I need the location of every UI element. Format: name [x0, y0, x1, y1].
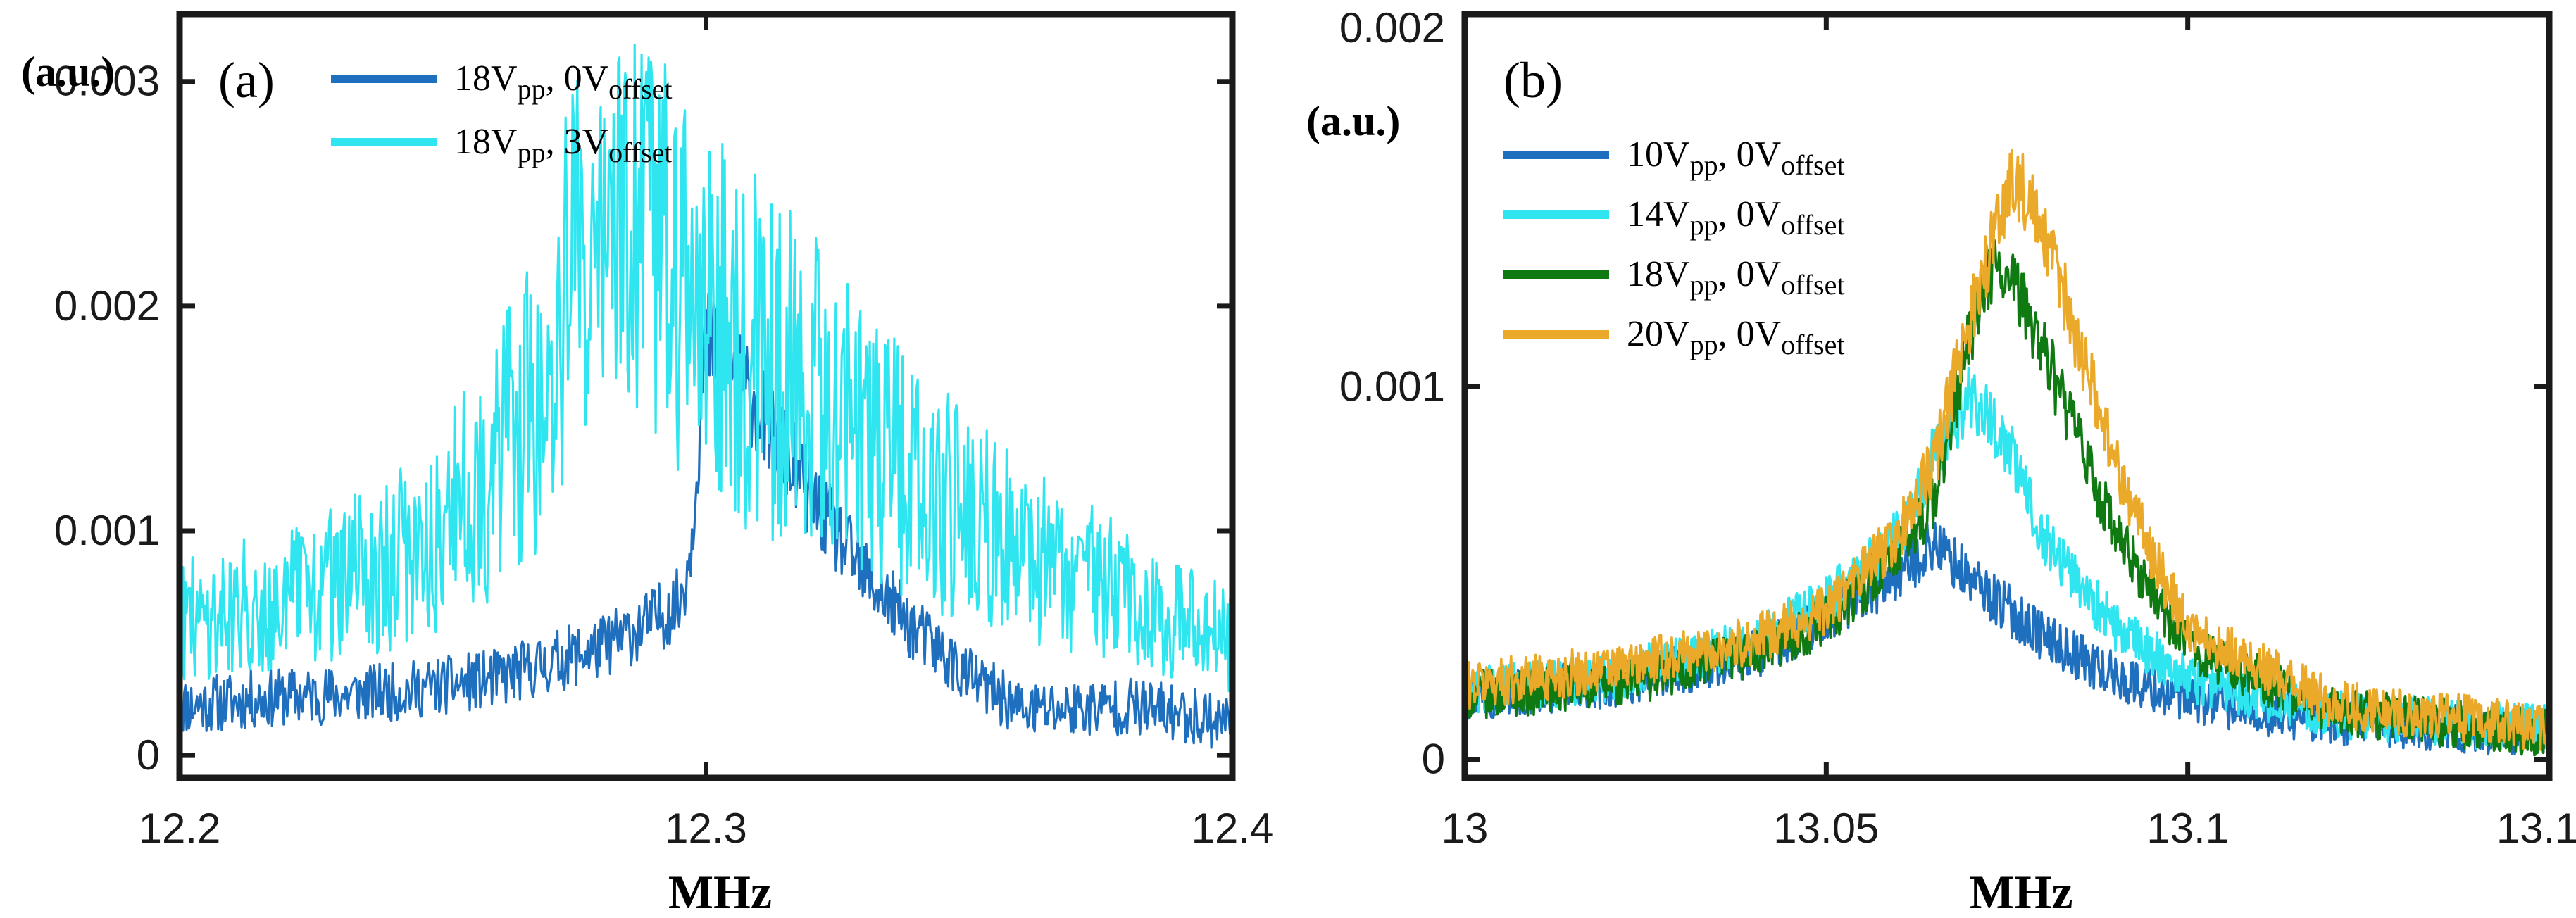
- x-tick-label: 13.05: [1773, 805, 1879, 852]
- legend-entry: 14Vpp, 0Voffset: [1627, 194, 1844, 241]
- legend-entry: 20Vpp, 0Voffset: [1627, 314, 1844, 360]
- y-tick-label: 0.002: [54, 282, 160, 329]
- series-line-18vpp-3voffset: [180, 44, 1232, 693]
- legend-entry: 18Vpp, 0Voffset: [1627, 254, 1844, 301]
- y-tick-label: 0.003: [54, 58, 160, 105]
- y-tick-label: 0: [137, 731, 160, 779]
- x-tick-label: 13.15: [2496, 805, 2576, 852]
- series-group: [180, 44, 1232, 749]
- y-top-label: 0.002: [1339, 4, 1445, 51]
- panel-tag: (a): [218, 52, 275, 108]
- legend: 10Vpp, 0Voffset 14Vpp, 0Voffset 18Vpp, 0Vo…: [1503, 134, 1844, 360]
- series-line-20vpp-0voffset: [1465, 149, 2549, 751]
- legend-entry: 18Vpp, 0Voffset: [454, 58, 672, 105]
- y-tick-label: 0.001: [1339, 363, 1445, 410]
- y-tick-label: 0.001: [54, 507, 160, 554]
- x-tick-label: 13: [1442, 805, 1489, 852]
- x-tick-label: 12.2: [139, 805, 221, 852]
- x-axis-label: MHz: [668, 865, 772, 918]
- y-unit-label: (a.u.): [21, 49, 115, 95]
- x-tick-label: 13.1: [2146, 805, 2229, 852]
- x-axis-label: MHz: [1969, 865, 2072, 918]
- panel-tag: (b): [1503, 52, 1563, 108]
- chart-panel-b: 13 13.05 13.1 13.15 0 0.001 0.002 (a.u.) MHz (b) 1…: [1306, 4, 2576, 918]
- x-tick-label: 12.3: [665, 805, 747, 852]
- legend: 18Vpp, 0Voffset 18Vpp, 3Voffset: [331, 58, 672, 168]
- series-group: [1465, 149, 2549, 757]
- y-unit-label: (a.u.): [1306, 98, 1400, 144]
- legend-entry: 10Vpp, 0Voffset: [1627, 134, 1844, 181]
- x-tick-label: 12.4: [1192, 805, 1274, 852]
- plot-frame: [1461, 11, 2553, 781]
- chart-panel-a: 12.2 12.3 12.4 0 0.001 0.002 0.003(a.u.) MHz (a)…: [21, 11, 1274, 918]
- legend-entry: 18Vpp, 3Voffset: [454, 122, 672, 168]
- y-tick-label: 0: [1422, 736, 1445, 783]
